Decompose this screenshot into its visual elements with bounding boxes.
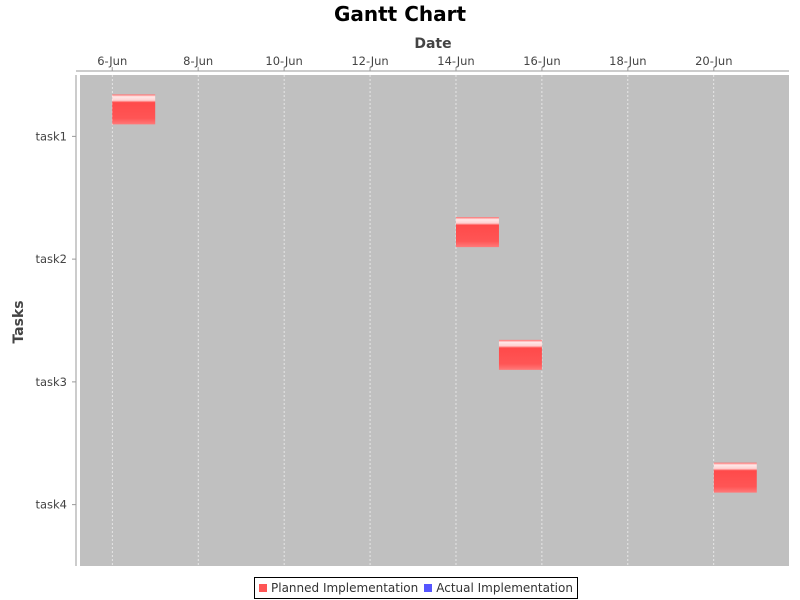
x-tick-label: 10-Jun [265,54,302,68]
y-tick-labels: task1 task2 task3 task4 [35,129,76,512]
x-tick-label: 14-Jun [437,54,474,68]
legend-swatch-actual [424,584,433,592]
x-tick-label: 6-Jun [97,54,127,68]
x-axis-label: Date [414,36,451,52]
task-bar-task3 [498,339,542,370]
x-tick-label: 20-Jun [695,54,732,68]
x-tick-label: 18-Jun [609,54,646,68]
x-tick-label: 16-Jun [523,54,560,68]
chart-title: Gantt Chart [334,2,467,26]
legend-item-actual: Actual Implementation [424,581,573,595]
task-bar-task4 [713,462,757,493]
task-bar-task1 [112,94,156,125]
legend-label-actual: Actual Implementation [436,581,573,595]
plot-area [80,75,789,566]
y-tick-label: task3 [35,375,67,389]
legend-swatch-planned [259,584,267,592]
y-tick-label: task4 [35,498,67,512]
x-tick-labels: 6-Jun 8-Jun 10-Jun 12-Jun 14-Jun 16-Jun 18-Jun… [97,54,733,71]
task-bars [112,94,757,493]
y-tick-label: task2 [35,252,67,266]
legend-label-planned: Planned Implementation [271,581,419,595]
task-bar-task2 [455,217,499,248]
y-tick-label: task1 [35,129,67,143]
x-tick-label: 12-Jun [351,54,388,68]
y-axis-label: Tasks [11,300,27,343]
legend-item-planned: Planned Implementation [259,581,418,595]
legend: Planned Implementation Actual Implementa… [254,577,578,599]
x-tick-label: 8-Jun [183,54,213,68]
